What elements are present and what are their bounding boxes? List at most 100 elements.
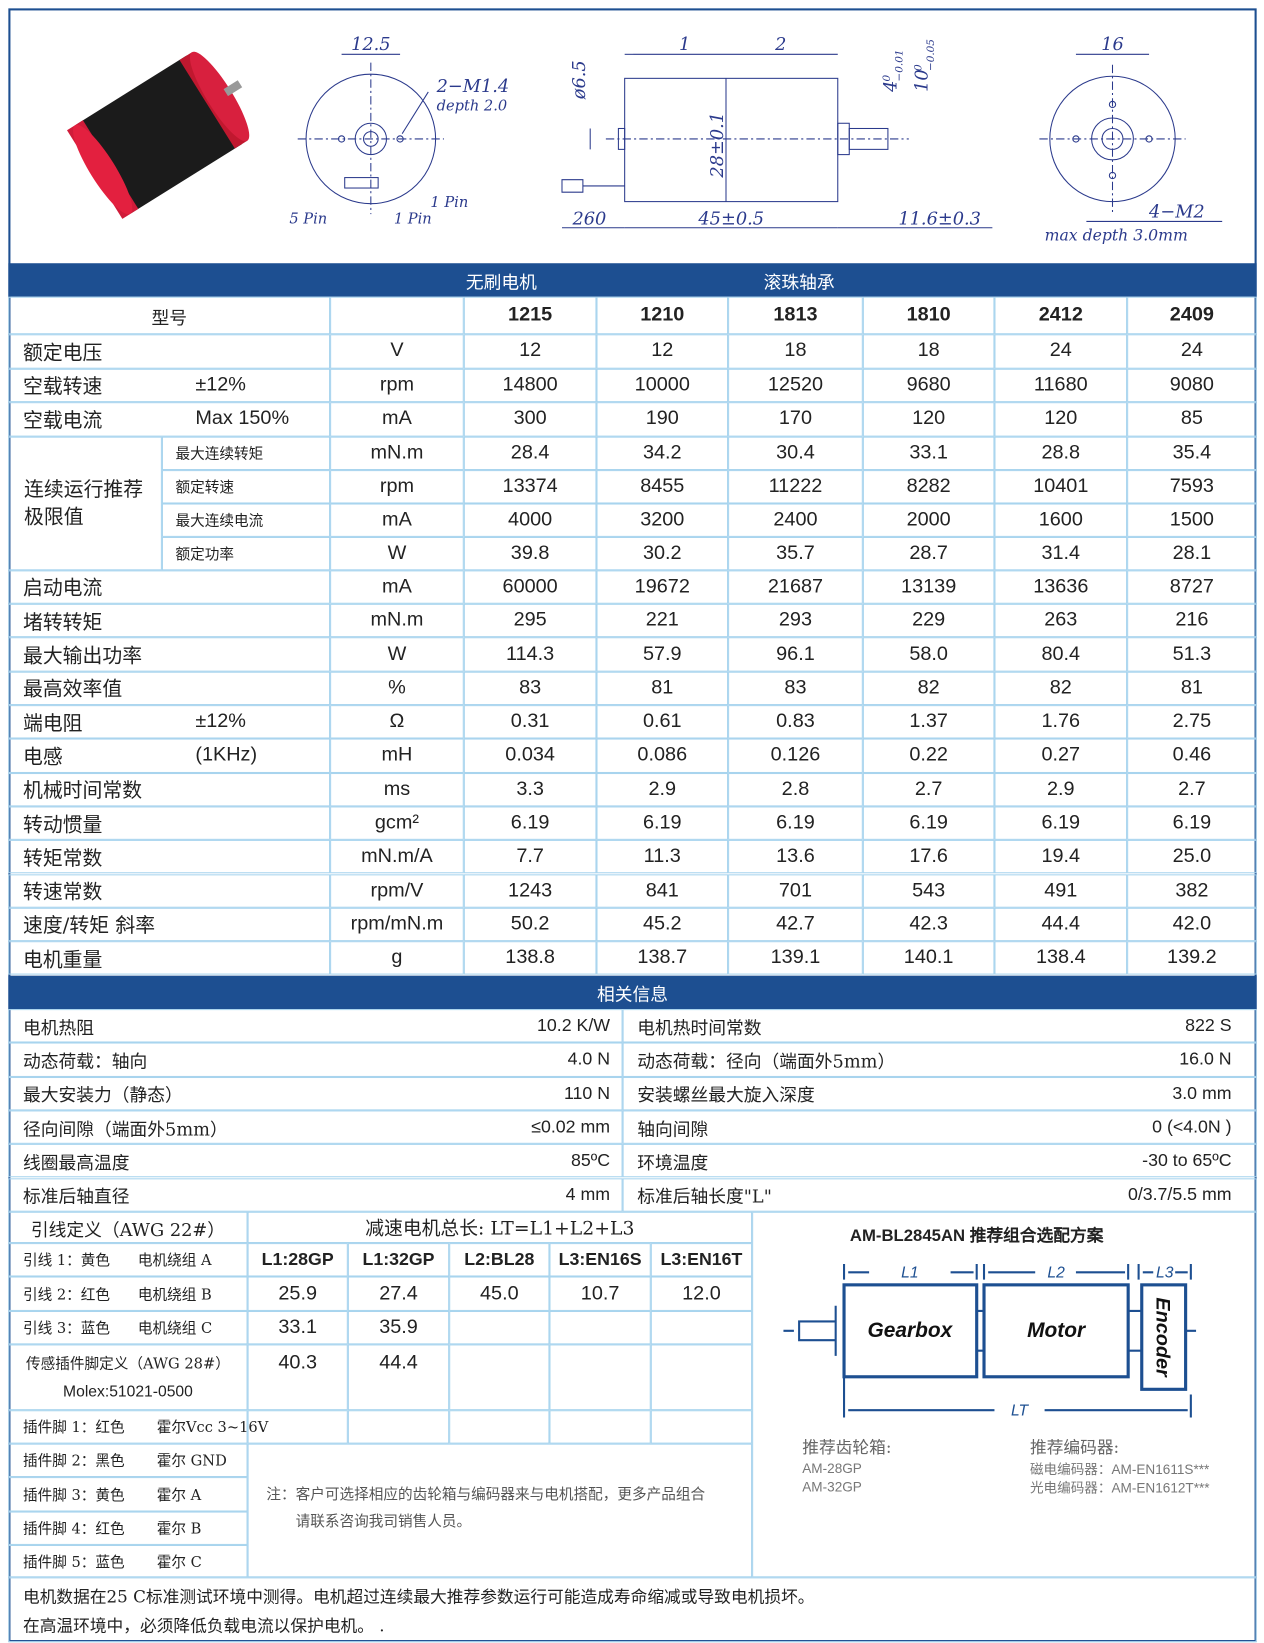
sub-label: 最大连续转矩 [162,436,330,469]
leads-title: 引线定义（AWG 22#） [8,1212,247,1243]
value: 57.9 [596,638,728,672]
unit: mA [330,570,464,604]
pin-function: 霍尔Vcc 3~16V [146,1410,247,1443]
value: 11680 [994,368,1127,402]
lengths-title: 减速电机总长: LT=L1+L2+L3 [248,1212,753,1243]
lead-function: 电机绕组 B [123,1277,247,1311]
diagram-label: L3 [1156,1265,1174,1282]
value: 190 [596,402,728,436]
dim-label: 4−M2 [1148,202,1205,222]
value: 60000 [464,570,597,604]
unit: rpm/V [330,874,464,908]
value: 139.2 [1127,941,1257,975]
info-label: 标准后轴直径 [8,1178,321,1212]
unit: % [330,671,464,705]
sub-label: 最大连续电流 [162,503,330,536]
row-label: 转速常数 [8,874,186,908]
row-label: 电感 [8,739,186,773]
value: 25.0 [1127,840,1257,874]
value: 13374 [464,470,597,503]
sensor-title: 传感插件脚定义（AWG 28#） [8,1349,247,1378]
dim-label: 11.6±0.3 [898,210,981,230]
unit: mN.m [330,604,464,638]
value: 0.27 [994,739,1127,773]
length-value: 27.4 [348,1277,449,1311]
value: 4000 [464,503,597,536]
value: 2.9 [994,773,1127,807]
empty-cell [651,1311,752,1344]
page: 12.5 2−M1.4 depth 2.0 5 Pin 1 Pin 1 Pin … [0,0,1264,1643]
row-label: 转矩常数 [8,840,186,874]
section-band [8,263,1256,296]
empty-cell [449,1311,549,1344]
info-label: 线圈最高温度 [8,1144,321,1178]
value: 6.19 [596,806,728,840]
value: 841 [596,874,728,908]
value: 6.19 [863,806,995,840]
value: 8282 [863,470,995,503]
value: 382 [1127,874,1257,908]
encoder-item: 磁电编码器：AM-EN1611S*** [1030,1458,1255,1477]
drawing: 12.5 2−M1.4 depth 2.0 5 Pin 1 Pin 1 Pin … [0,0,1264,263]
value: 82 [994,671,1127,705]
value: 0.126 [728,739,863,773]
info-label: 环境温度 [623,1144,957,1178]
lead-color: 引线 2：红色 [8,1277,123,1311]
value: 12520 [728,368,863,402]
info-value: -30 to 65ºC [940,1144,1257,1178]
value: 42.3 [863,908,995,942]
empty-cell [549,1344,650,1410]
length-value: 33.1 [248,1311,348,1344]
dim-label: ø6.5 [570,60,590,100]
row-label: 最大输出功率 [8,638,186,672]
length-value: 12.0 [651,1277,752,1311]
lead-color: 引线 1：黄色 [8,1243,123,1276]
value: 6.19 [994,806,1127,840]
dim-label: depth 2.0 [437,98,508,115]
empty-cell [549,1311,650,1344]
value: 28.1 [1127,537,1257,570]
dim-label: −0.01 [894,49,906,81]
motor-photo [64,39,267,220]
unit: mA [330,503,464,536]
dim-label: 0 [881,74,893,81]
row-label: 速度/转矩 斜率 [8,908,186,942]
pin-color: 插件脚 4：红色 [8,1512,133,1545]
value: 28.7 [863,537,995,570]
dim-label: 16 [1101,35,1124,55]
value: 0.46 [1127,739,1257,773]
diagram-label: L2 [1047,1265,1065,1282]
dim-label: 28±0.1 [708,112,728,179]
lead-color: 引线 3：蓝色 [8,1311,123,1344]
value: 11222 [728,470,863,503]
length-header: L2:BL28 [449,1243,549,1276]
dim-label: 4 [881,81,901,93]
dim-label: 5 Pin [289,211,327,228]
value: 58.0 [863,638,995,672]
value: 18 [863,334,995,368]
value: 2.8 [728,773,863,807]
value: 83 [728,671,863,705]
empty-cell [651,1344,752,1410]
info-label: 电机热时间常数 [623,1009,957,1043]
front-view [298,54,444,214]
dim-label: max depth 3.0mm [1045,225,1188,244]
length-value: 40.3 [248,1344,348,1410]
unit: mA [330,402,464,436]
value: 11.3 [596,840,728,874]
lead-function: 电机绕组 C [123,1311,247,1344]
value: 0.086 [596,739,728,773]
value: 1600 [994,503,1127,536]
info-value: 10.2 K/W [313,1009,622,1043]
dim-label: 260 [571,210,606,230]
info-label: 动态荷载：轴向 [8,1043,321,1077]
value: 139.1 [728,941,863,975]
value: 83 [464,671,597,705]
value: 81 [1127,671,1257,705]
pin-color: 插件脚 3：黄色 [8,1477,133,1511]
value: 114.3 [464,638,597,672]
info-value: 822 S [940,1009,1257,1043]
unit: Ω [330,705,464,739]
unit: mN.m [330,436,464,469]
info-label: 径向间隙（端面外5mm） [8,1110,321,1144]
